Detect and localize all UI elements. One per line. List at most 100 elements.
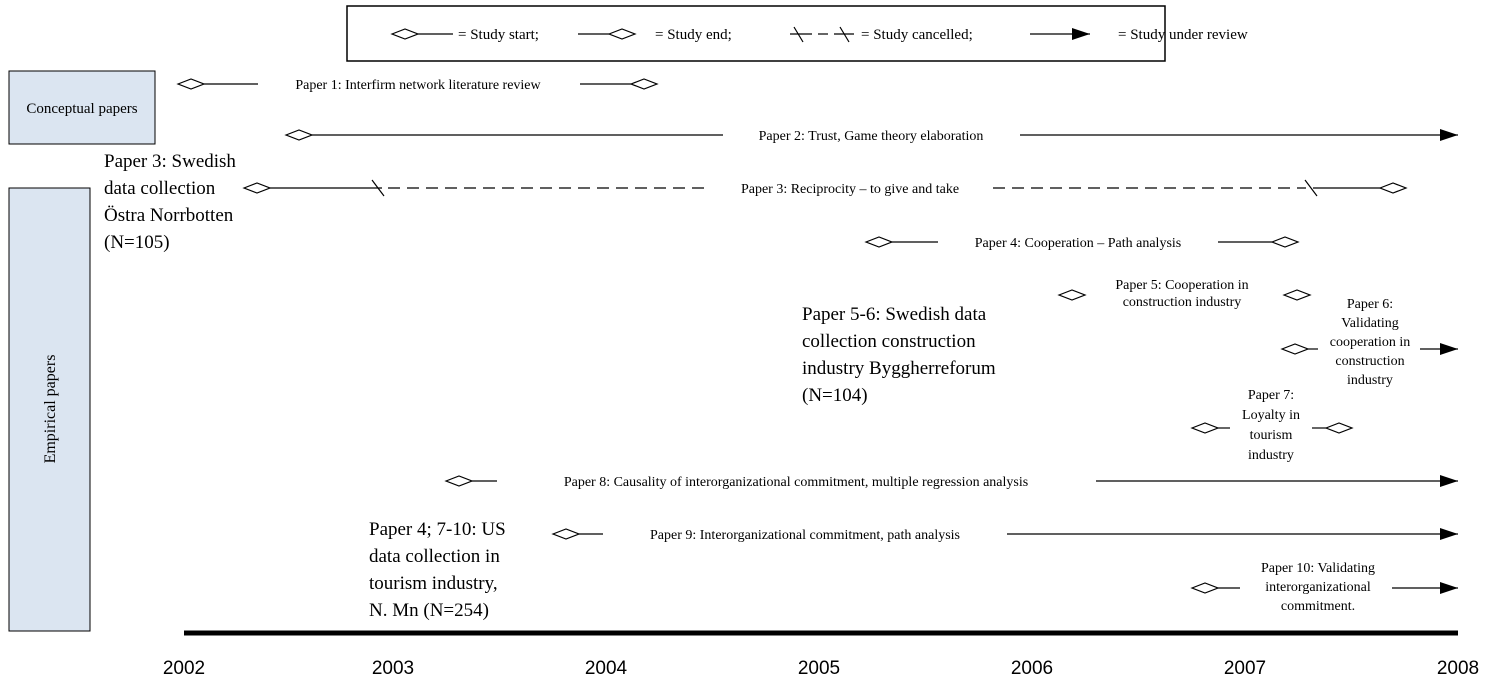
paper-10-label: Paper 10: Validating interorganizational c… <box>1261 561 1375 614</box>
p9-line: Paper 9: Interorganizational commitment,… <box>650 528 960 543</box>
p6-line: industry <box>1347 373 1393 388</box>
p6-line: cooperation in <box>1330 335 1410 350</box>
paper-3-start-marker <box>242 182 272 194</box>
paper-7-start-marker <box>1190 422 1220 434</box>
legend-start-label: = Study start; <box>458 27 539 43</box>
paper-7-end-marker <box>1324 422 1354 434</box>
paper-7-label: Paper 7: Loyalty in tourism industry <box>1242 388 1300 463</box>
p6-line: Paper 6: <box>1347 297 1393 312</box>
paper-4-end-marker <box>1270 236 1300 248</box>
paper-2-timeline <box>284 129 1458 141</box>
paper-3-end-marker <box>1378 182 1408 194</box>
paper-1-end-marker <box>629 78 659 90</box>
c2-line: industry Byggherreforum <box>802 358 996 379</box>
paper-5-timeline <box>1057 289 1312 301</box>
p8-line: Paper 8: Causality of interorganizationa… <box>564 475 1028 490</box>
paper-6-timeline <box>1280 343 1458 355</box>
category-conceptual-box <box>8 70 156 145</box>
c1-line: Paper 3: Swedish <box>104 151 236 172</box>
legend-start-symbol <box>390 28 453 40</box>
paper-5-end-marker <box>1282 289 1312 301</box>
p6-line: construction <box>1335 354 1404 369</box>
paper-8-label: Paper 8: Causality of interorganizationa… <box>564 475 1028 490</box>
year-label: 2003 <box>372 658 414 679</box>
paper-10-timeline <box>1190 582 1458 594</box>
p7-line: tourism <box>1250 428 1293 443</box>
paper-8-start-marker <box>444 475 474 487</box>
p7-line: industry <box>1248 448 1294 463</box>
paper-9-timeline <box>551 528 1458 540</box>
paper-10-start-marker <box>1190 582 1220 594</box>
paper-3-cancel-mark-2 <box>1304 179 1318 197</box>
collection-label-swedish-ostra-norrbotten: Paper 3: Swedish data collection Östra Nor… <box>104 151 236 253</box>
year-label: 2008 <box>1437 658 1479 679</box>
category-empirical-box <box>8 187 91 632</box>
c3-line: data collection in <box>369 546 500 567</box>
year-label: 2002 <box>163 658 205 679</box>
c1-line: data collection <box>104 178 216 199</box>
p3-label-backing <box>738 182 962 197</box>
c1-line: Östra Norrbotten <box>104 205 234 226</box>
p5-line: Paper 5: Cooperation in <box>1115 278 1248 293</box>
category-empirical-label: Empirical papers <box>42 355 59 464</box>
paper-3-label: Paper 3: Reciprocity – to give and take <box>741 182 959 197</box>
c2-line: Paper 5-6: Swedish data <box>802 304 987 325</box>
legend-cancelled-label: = Study cancelled; <box>861 27 973 43</box>
p10-line: Paper 10: Validating <box>1261 561 1375 576</box>
category-conceptual: Conceptual papers <box>8 70 156 145</box>
paper-1-label: Paper 1: Interfirm network literature re… <box>295 78 541 93</box>
paper-2-label: Paper 2: Trust, Game theory elaboration <box>759 129 984 144</box>
paper-4-start-marker <box>864 236 894 248</box>
c1-line: (N=105) <box>104 232 170 253</box>
year-label: 2006 <box>1011 658 1053 679</box>
c2-line: collection construction <box>802 331 976 352</box>
paper-5-label: Paper 5: Cooperation in construction indu… <box>1115 278 1248 310</box>
p1-line: Paper 1: Interfirm network literature re… <box>295 78 541 93</box>
p3-line: Paper 3: Reciprocity – to give and take <box>741 182 959 197</box>
p9-label-backing <box>648 528 962 543</box>
year-label: 2005 <box>798 658 840 679</box>
legend-cancelled-symbol <box>790 26 854 43</box>
paper-1-start-marker <box>176 78 206 90</box>
year-label: 2004 <box>585 658 628 679</box>
c2-line: (N=104) <box>802 385 868 406</box>
c3-line: tourism industry, <box>369 573 498 594</box>
paper-9-start-marker <box>551 528 581 540</box>
paper-7-timeline <box>1190 422 1354 434</box>
p4-label-backing <box>972 236 1184 251</box>
c3-line: Paper 4; 7-10: US <box>369 519 506 540</box>
legend-end-symbol <box>578 28 637 40</box>
paper-3-timeline <box>242 179 1408 197</box>
p6-line: Validating <box>1341 316 1399 331</box>
p10-line: commitment. <box>1281 599 1355 614</box>
c3-line: N. Mn (N=254) <box>369 600 489 621</box>
paper-6-label: Paper 6: Validating cooperation in construc… <box>1330 297 1410 388</box>
legend-review-label: = Study under review <box>1118 27 1248 43</box>
p1-label-backing <box>293 78 544 93</box>
paper-8-timeline <box>444 475 1458 487</box>
collection-label-swedish-construction: Paper 5-6: Swedish data collection constr… <box>802 304 996 406</box>
paper-4-timeline <box>864 236 1300 248</box>
paper-3-cancel-mark-1 <box>371 179 385 197</box>
p2-label-backing <box>756 129 986 144</box>
year-label: 2007 <box>1224 658 1266 679</box>
legend-frame <box>346 5 1166 62</box>
p2-line: Paper 2: Trust, Game theory elaboration <box>759 129 984 144</box>
paper-5-start-marker <box>1057 289 1087 301</box>
category-conceptual-label: Conceptual papers <box>26 101 137 117</box>
paper-9-label: Paper 9: Interorganizational commitment,… <box>650 528 960 543</box>
paper-6-start-marker <box>1280 343 1310 355</box>
legend: = Study start; = Study end; = Study canc… <box>346 5 1248 62</box>
paper-2-start-marker <box>284 129 314 141</box>
collection-label-us-tourism: Paper 4; 7-10: US data collection in touri… <box>369 519 506 621</box>
p4-line: Paper 4: Cooperation – Path analysis <box>975 236 1181 251</box>
p5-line: construction industry <box>1123 295 1242 310</box>
p10-line: interorganizational <box>1265 580 1371 595</box>
legend-end-label: = Study end; <box>655 27 732 43</box>
year-labels: 2002 2003 2004 2005 2006 2007 2008 <box>163 658 1479 679</box>
paper-1-timeline <box>176 78 659 90</box>
p7-line: Paper 7: <box>1248 388 1294 403</box>
category-empirical: Empirical papers <box>8 187 91 632</box>
p8-label-backing <box>561 475 1031 490</box>
